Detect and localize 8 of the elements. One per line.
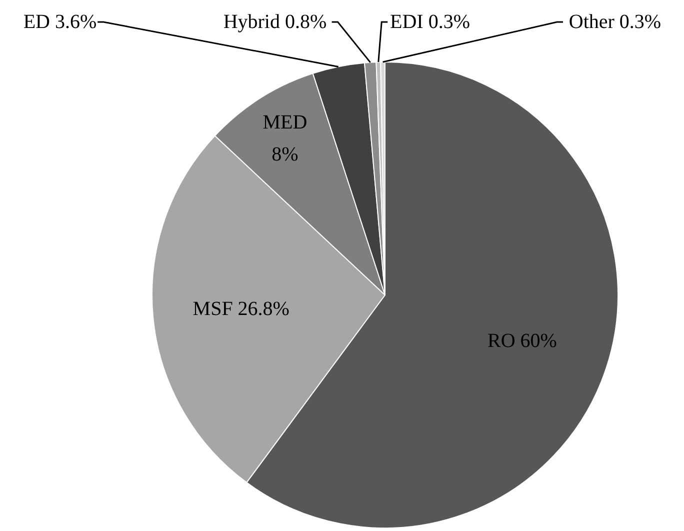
slice-label: Other 0.3% [568,11,662,33]
slice-label: Hybrid 0.8% [223,11,327,33]
slice-label: EDI 0.3% [390,11,470,33]
slice-label: RO 60% [487,330,557,352]
slice-label: MED [262,112,308,134]
slice-label: MSF 26.8% [192,298,290,320]
slice-label: ED 3.6% [23,11,97,33]
data-label: 8% [272,144,298,166]
